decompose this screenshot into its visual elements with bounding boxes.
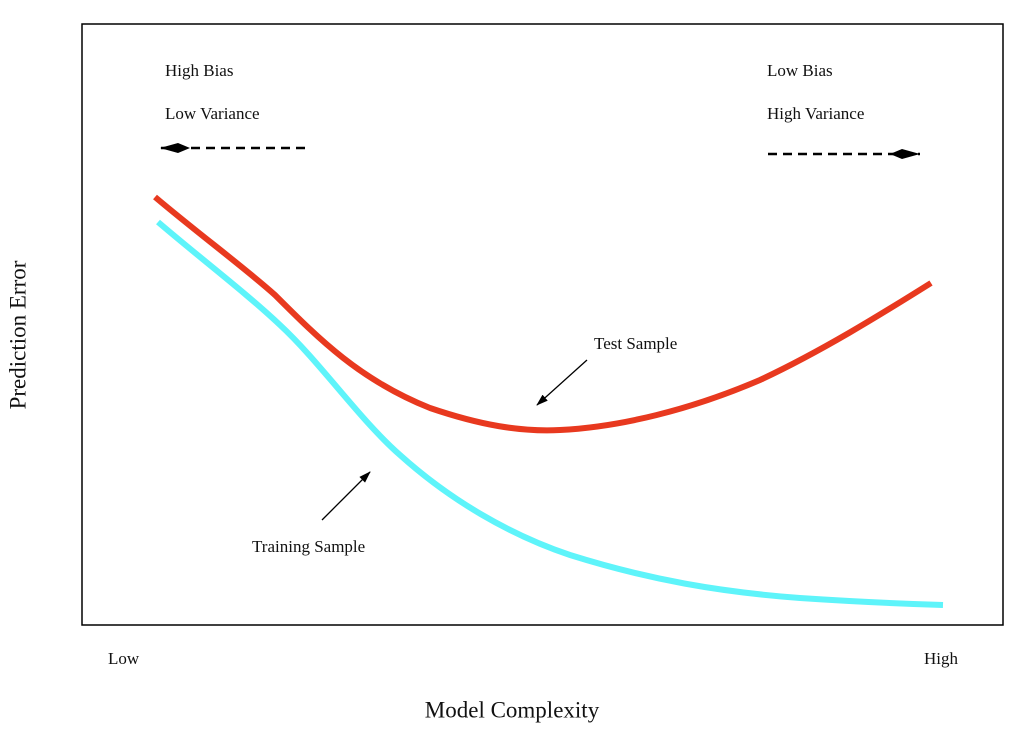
test-arrow xyxy=(536,359,588,406)
annotation: Low Variance xyxy=(165,104,260,123)
annotation: High Bias xyxy=(165,61,233,80)
training-curve xyxy=(156,219,944,608)
test-curve xyxy=(153,194,933,434)
training-arrow xyxy=(321,471,371,521)
plot-frame xyxy=(81,23,1004,626)
x-axis-title: Model Complexity xyxy=(425,697,600,722)
annotation: Test Sample xyxy=(594,334,677,353)
y-axis-title: Prediction Error xyxy=(5,260,30,409)
annotation: High Variance xyxy=(767,104,864,123)
annotation: Training Sample xyxy=(252,537,365,556)
x-high-label: High xyxy=(924,649,959,668)
x-low-label: Low xyxy=(108,649,140,668)
annotation: Low Bias xyxy=(767,61,833,80)
